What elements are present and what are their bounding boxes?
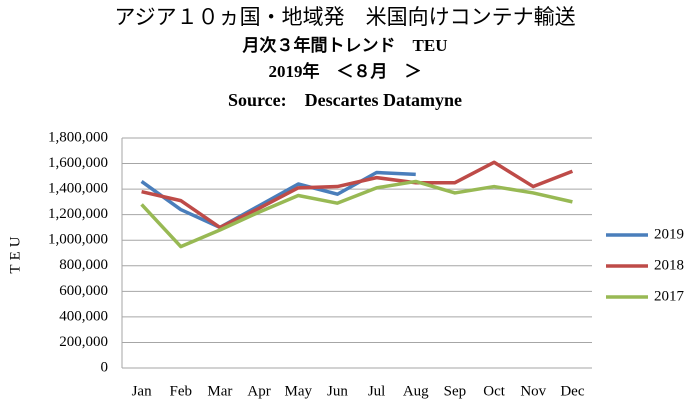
chart-title: アジア１０ヵ国・地域発 米国向けコンテナ輸送: [114, 5, 575, 29]
x-tick-label: Sep: [444, 383, 467, 399]
y-tick-label: 1,000,000: [48, 232, 108, 248]
y-axis-label: TEU: [7, 232, 23, 273]
x-tick-label: Apr: [247, 383, 270, 399]
y-tick-label: 1,600,000: [48, 155, 108, 171]
legend-label: 2019: [654, 226, 684, 242]
x-tick-label: Jun: [327, 383, 348, 399]
y-tick-label: 600,000: [59, 283, 108, 299]
x-tick-label: Jul: [368, 383, 386, 399]
x-tick-label: Mar: [207, 383, 232, 399]
x-tick-label: Jan: [132, 383, 152, 399]
y-tick-label: 1,400,000: [48, 181, 108, 197]
y-tick-label: 0: [101, 359, 109, 375]
x-tick-label: Feb: [170, 383, 193, 399]
x-tick-label: Nov: [520, 383, 546, 399]
x-tick-label: Aug: [403, 383, 429, 399]
legend-label: 2018: [654, 257, 684, 273]
y-tick-label: 400,000: [59, 308, 108, 324]
y-tick-label: 1,800,000: [48, 129, 108, 145]
chart-subtitle: Source: Descartes Datamyne: [228, 90, 462, 110]
series-line: [140, 179, 573, 249]
y-tick-label: 1,200,000: [48, 206, 108, 222]
x-tick-label: Dec: [560, 383, 584, 399]
series-line: [141, 160, 574, 230]
y-tick-label: 800,000: [59, 257, 108, 273]
chart-subtitle: 月次３年間トレンド TEU: [242, 35, 448, 55]
x-tick-label: May: [285, 383, 313, 399]
chart-subtitle: 2019年 ＜８月 ＞: [269, 61, 422, 81]
x-tick-label: Oct: [483, 383, 505, 399]
legend-label: 2017: [654, 288, 685, 304]
series-line: [140, 170, 416, 230]
y-tick-label: 200,000: [59, 334, 108, 350]
